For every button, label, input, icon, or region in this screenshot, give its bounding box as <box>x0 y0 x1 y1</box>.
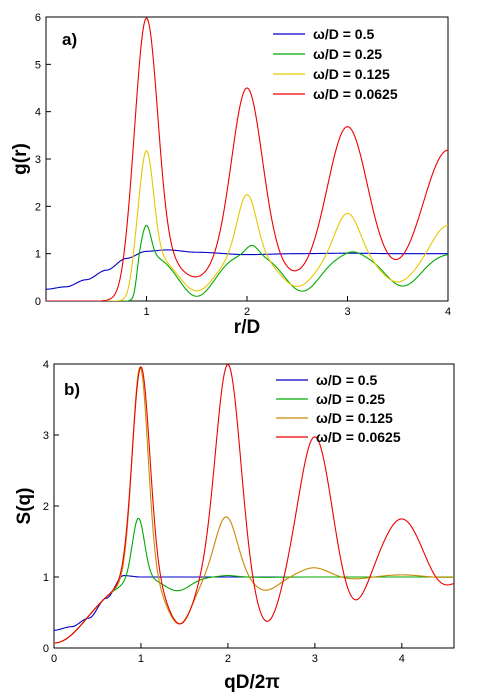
panel-label: b) <box>64 380 80 399</box>
y-tick-label: 6 <box>35 12 41 24</box>
y-tick-label: 4 <box>43 359 49 371</box>
y-tick-label: 4 <box>35 107 41 119</box>
y-tick-label: 2 <box>43 501 49 513</box>
legend-label: ω/D = 0.125 <box>316 410 393 426</box>
x-ticks: 1 2 3 4 <box>143 296 451 318</box>
series-line <box>46 17 448 301</box>
legend-label: ω/D = 0.0625 <box>313 86 398 102</box>
x-tick-label: 0 <box>51 653 57 665</box>
legend: ω/D = 0.5 ω/D = 0.25 ω/D = 0.125 ω/D = 0.06… <box>276 372 401 445</box>
curves <box>46 17 448 301</box>
x-tick-label: 3 <box>312 653 318 665</box>
y-tick-label: 2 <box>35 201 41 213</box>
plot-frame <box>53 363 455 649</box>
y-tick-label: 3 <box>43 430 49 442</box>
x-axis-title: r/D <box>234 317 260 338</box>
plot-frame <box>45 16 449 302</box>
legend-label: ω/D = 0.125 <box>313 66 390 82</box>
y-tick-label: 1 <box>35 249 41 261</box>
series-line <box>54 366 454 644</box>
legend-label: ω/D = 0.5 <box>316 372 377 388</box>
y-axis-title: S(q) <box>14 488 35 525</box>
legend-label: ω/D = 0.0625 <box>316 429 401 445</box>
x-tick-label: 2 <box>244 306 250 318</box>
series-line <box>46 249 448 290</box>
y-ticks: 0 1 2 3 4 5 6 <box>35 12 51 308</box>
x-tick-label: 1 <box>143 306 149 318</box>
y-tick-label: 1 <box>43 572 49 584</box>
y-tick-label: 0 <box>43 643 49 655</box>
series-line <box>46 149 448 301</box>
series-line <box>54 364 454 644</box>
y-ticks: 0 1 2 3 4 <box>43 359 59 655</box>
legend: ω/D = 0.5 ω/D = 0.25 ω/D = 0.125 ω/D = 0.06… <box>273 26 398 102</box>
x-tick-label: 1 <box>138 653 144 665</box>
series-line <box>46 224 448 301</box>
y-tick-label: 5 <box>35 59 41 71</box>
curves <box>54 364 454 644</box>
y-tick-label: 3 <box>35 154 41 166</box>
x-tick-label: 2 <box>225 653 231 665</box>
x-ticks: 0 1 2 3 4 <box>51 643 405 665</box>
x-tick-label: 4 <box>399 653 405 665</box>
series-line <box>54 517 454 644</box>
legend-label: ω/D = 0.5 <box>313 26 374 42</box>
x-axis-title: qD/2π <box>224 672 280 693</box>
legend-label: ω/D = 0.25 <box>313 46 382 62</box>
x-tick-label: 3 <box>344 306 350 318</box>
panel-label: a) <box>62 30 77 49</box>
y-tick-label: 0 <box>35 296 41 308</box>
legend-label: ω/D = 0.25 <box>316 391 385 407</box>
x-tick-label: 4 <box>445 306 451 318</box>
y-axis-title: g(r) <box>10 143 31 175</box>
